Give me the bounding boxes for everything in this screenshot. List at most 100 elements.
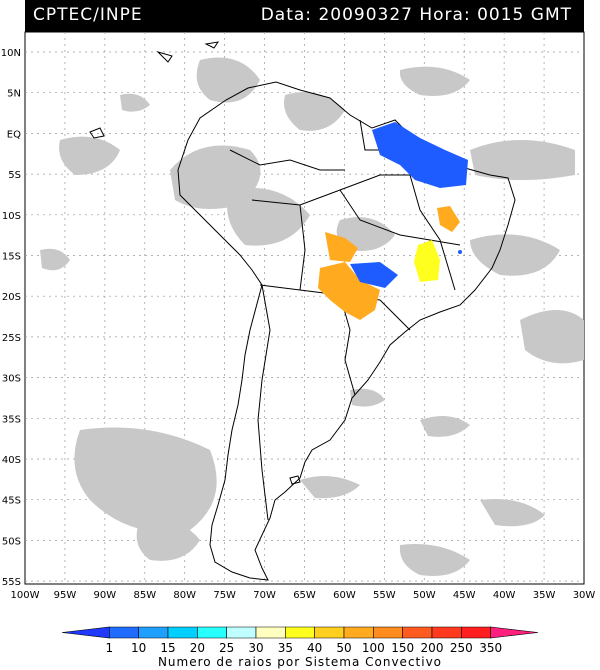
latitude-label: 20S: [2, 292, 21, 303]
latitude-label: 45S: [2, 496, 21, 507]
latitude-label: 55S: [2, 577, 21, 588]
colorbar: 1 10 15 20 25 30 35 40 50 100 150 200 250 350: [61, 626, 539, 655]
cloud-patch: [196, 57, 260, 103]
colorbar-label: 50: [336, 641, 351, 655]
colorbar-segment: [343, 626, 374, 639]
cloud-patch: [480, 499, 545, 527]
colorbar-label: 200: [421, 641, 444, 655]
latitude-label: 25S: [2, 333, 21, 344]
latitude-label: 10N: [1, 48, 21, 59]
colorbar-segment: [138, 626, 169, 639]
longitude-label: 100W: [11, 590, 40, 601]
latitude-labels: 10N 5N EQ 5S 10S 15S 20S 25S 30S 35S 40S 45S 50S 55S: [1, 48, 21, 588]
longitude-label: 85W: [133, 590, 156, 601]
cloud-cover: [40, 57, 584, 576]
latitude-label: 5S: [8, 170, 21, 181]
latitude-label: 40S: [2, 455, 21, 466]
cloud-patch: [300, 476, 360, 499]
latitude-label: 35S: [2, 414, 21, 425]
lightning-point: [458, 250, 462, 254]
longitude-label: 35W: [533, 590, 556, 601]
colorbar-segment: [431, 626, 462, 639]
cloud-patch: [420, 416, 470, 437]
longitude-label: 60W: [333, 590, 356, 601]
latitude-label: 10S: [2, 211, 21, 222]
cloud-patch: [350, 388, 385, 407]
longitude-label: 70W: [253, 590, 276, 601]
cloud-patch: [470, 234, 560, 276]
colorbar-segment: [197, 626, 227, 639]
longitude-labels: 100W 95W 90W 85W 80W 75W 70W 65W 60W 55W 50W 45W 40W…: [11, 590, 596, 601]
colorbar-label: 40: [307, 641, 322, 655]
longitude-label: 30W: [573, 590, 596, 601]
cloud-patch: [120, 93, 150, 112]
cloud-patch: [59, 136, 120, 175]
colorbar-label: 35: [278, 641, 293, 655]
lightning-area-blue-north: [372, 122, 468, 188]
latitude-label: 30S: [2, 374, 21, 385]
colorbar-segment: [109, 626, 139, 639]
caribbean-islands: [89, 41, 220, 139]
colorbar-label: 100: [362, 641, 385, 655]
colorbar-segment: [490, 626, 539, 639]
colorbar-segment: [402, 626, 433, 639]
colorbar-segment: [167, 626, 198, 639]
colorbar-segment: [373, 626, 403, 639]
latitude-label: EQ: [7, 129, 21, 140]
header-bar: CPTEC/INPE Data: 20090327 Hora: 0015 GMT: [25, 0, 584, 32]
longitude-label: 80W: [173, 590, 196, 601]
colorbar-label: 250: [450, 641, 473, 655]
colorbar-segment: [461, 626, 491, 639]
colorbar-label: 10: [131, 641, 146, 655]
longitude-label: 95W: [54, 590, 77, 601]
lightning-area-orange-ne: [437, 206, 460, 232]
border: [299, 204, 306, 291]
falklands: [289, 475, 301, 485]
colorbar-segment: [61, 626, 110, 639]
cloud-patch: [284, 92, 345, 131]
latitude-label: 5N: [7, 89, 21, 100]
longitude-label: 90W: [94, 590, 117, 601]
cloud-patch: [520, 310, 584, 364]
border: [229, 149, 345, 171]
longitude-label: 45W: [453, 590, 476, 601]
colorbar-label: 30: [248, 641, 263, 655]
lightning-area-yellow: [414, 240, 440, 282]
cloud-patch: [74, 427, 217, 532]
longitude-label: 65W: [293, 590, 316, 601]
longitude-label: 75W: [213, 590, 236, 601]
cloud-patch: [399, 544, 470, 576]
source-label: CPTEC/INPE: [33, 5, 143, 25]
colorbar-segment: [226, 626, 257, 639]
latitude-label: 15S: [2, 252, 21, 263]
cloud-patch: [399, 66, 470, 96]
convective-systems: [318, 122, 468, 320]
cloud-patch: [136, 519, 200, 561]
cloud-patch: [470, 140, 575, 180]
cloud-patch: [40, 248, 70, 271]
colorbar-label: 15: [160, 641, 175, 655]
longitude-label: 55W: [373, 590, 396, 601]
colorbar-label: 150: [391, 641, 414, 655]
date-time-label: Data: 20090327 Hora: 0015 GMT: [261, 5, 572, 25]
latitude-label: 50S: [2, 536, 21, 547]
lightning-area-orange-nw: [325, 232, 358, 262]
colorbar-title: Numero de raios por Sistema Convectivo: [157, 655, 443, 669]
cloud-patch: [227, 187, 310, 246]
border: [257, 284, 271, 521]
colorbar-label: 350: [479, 641, 502, 655]
colorbar-label: 25: [219, 641, 234, 655]
lightning-area-blue-center: [350, 262, 398, 288]
longitude-label: 40W: [493, 590, 516, 601]
colorbar-label: 1: [106, 641, 114, 655]
cloud-patch: [336, 217, 395, 251]
date-label: Data: 20090327: [260, 5, 413, 25]
longitude-label: 50W: [413, 590, 436, 601]
colorbar-segment: [255, 626, 286, 639]
colorbar-segment: [285, 626, 315, 639]
lightning-area-orange-sw: [318, 262, 380, 320]
colorbar-segment: [314, 626, 345, 639]
border: [339, 294, 356, 396]
border: [409, 174, 456, 291]
